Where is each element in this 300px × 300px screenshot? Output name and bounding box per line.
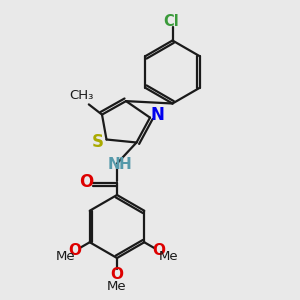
Text: O: O xyxy=(152,243,165,258)
Text: H: H xyxy=(119,157,132,172)
Text: Me: Me xyxy=(159,250,178,263)
Text: CH₃: CH₃ xyxy=(70,89,94,103)
Text: O: O xyxy=(79,173,94,191)
Text: Me: Me xyxy=(56,250,75,263)
Text: N: N xyxy=(151,106,164,124)
Text: S: S xyxy=(92,133,104,151)
Text: N: N xyxy=(108,157,120,172)
Text: O: O xyxy=(69,243,82,258)
Text: Me: Me xyxy=(107,280,127,293)
Text: Cl: Cl xyxy=(163,14,179,29)
Text: O: O xyxy=(110,267,124,282)
